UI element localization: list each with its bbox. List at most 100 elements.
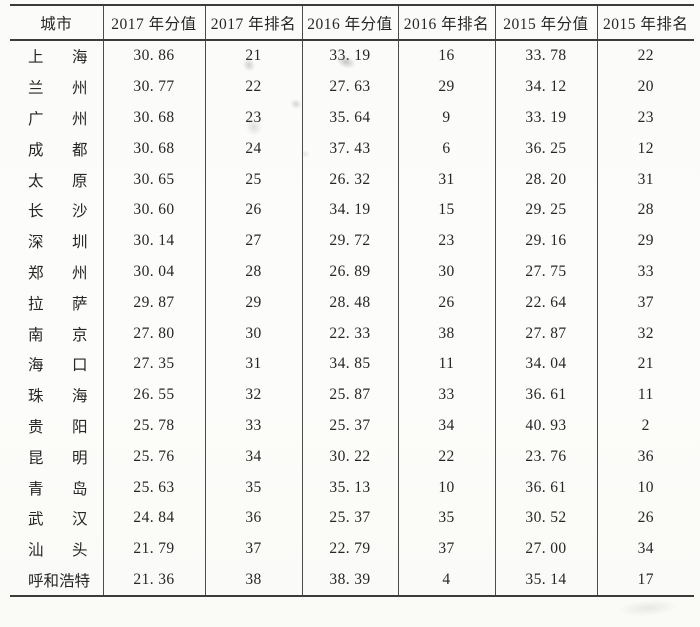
score-cell: 27. 87 <box>494 318 597 349</box>
rank-cell: 33 <box>596 256 694 288</box>
city-cell: 深圳 <box>28 234 88 252</box>
scan-artifact <box>617 597 679 619</box>
table-row: 南京 27. 80 30 22. 33 38 27. 87 32 <box>10 318 694 349</box>
table-row: 兰州 30. 77 22 27. 63 29 34. 12 20 <box>10 71 694 103</box>
score-cell: 21. 36 <box>102 564 205 597</box>
column-header-city: 城市 <box>10 5 103 41</box>
city-cell: 海口 <box>28 357 88 375</box>
score-cell: 22. 64 <box>494 287 597 319</box>
table-row: 广州 30. 68 23 35. 64 9 33. 19 23 <box>10 102 694 134</box>
table-row: 上海 30. 86 21 33. 19 16 33. 78 22 <box>10 40 694 72</box>
city-cell: 昆明 <box>28 449 88 467</box>
rank-cell: 37 <box>397 533 495 565</box>
score-cell: 33. 78 <box>494 40 597 72</box>
table-row: 太原 30. 65 25 26. 32 31 28. 20 31 <box>10 164 694 195</box>
table-row: 青岛 25. 63 35 35. 13 10 36. 61 10 <box>10 472 694 503</box>
rank-cell: 36 <box>204 502 302 534</box>
score-cell: 29. 16 <box>494 225 597 257</box>
city-score-ranking-table: 城市 2017 年分值 2017 年排名 2016 年分值 2016 年排名 2015 年… <box>10 4 694 598</box>
score-cell: 34. 12 <box>494 71 597 103</box>
rank-cell: 6 <box>397 133 495 165</box>
score-cell: 37. 43 <box>301 133 398 165</box>
score-cell: 34. 85 <box>301 348 398 380</box>
table-row: 海口 27. 35 31 34. 85 11 34. 04 21 <box>10 348 694 380</box>
rank-cell: 17 <box>596 564 694 597</box>
rank-cell: 35 <box>204 472 302 503</box>
rank-cell: 23 <box>596 102 694 134</box>
score-cell: 25. 37 <box>301 410 398 442</box>
rank-cell: 34 <box>596 533 694 565</box>
rank-cell: 30 <box>397 256 495 288</box>
table-row: 珠海 26. 55 32 25. 87 33 36. 61 11 <box>10 379 694 411</box>
city-cell: 南京 <box>28 326 88 344</box>
column-header: 2016 年分值 <box>301 5 398 41</box>
rank-cell: 26 <box>596 502 694 534</box>
rank-cell: 10 <box>596 472 694 503</box>
rank-cell: 23 <box>204 102 302 134</box>
score-cell: 30. 04 <box>102 256 205 288</box>
rank-cell: 4 <box>397 564 495 597</box>
score-cell: 26. 89 <box>301 256 398 288</box>
rank-cell: 21 <box>204 40 302 72</box>
table-row: 武汉 24. 84 36 25. 37 35 30. 52 26 <box>10 502 694 534</box>
table-row: 郑州 30. 04 28 26. 89 30 27. 75 33 <box>10 256 694 288</box>
rank-cell: 21 <box>596 348 694 380</box>
rank-cell: 27 <box>204 225 302 257</box>
rank-cell: 25 <box>204 164 302 195</box>
rank-cell: 2 <box>596 410 694 442</box>
score-cell: 33. 19 <box>301 40 398 72</box>
city-cell: 上海 <box>28 49 88 67</box>
score-cell: 28. 20 <box>494 164 597 195</box>
rank-cell: 22 <box>596 40 694 72</box>
score-cell: 23. 76 <box>494 441 597 473</box>
score-cell: 25. 78 <box>102 410 205 442</box>
rank-cell: 31 <box>204 348 302 380</box>
score-cell: 30. 60 <box>102 194 205 226</box>
score-cell: 30. 22 <box>301 441 398 473</box>
score-cell: 29. 72 <box>301 225 398 257</box>
rank-cell: 37 <box>596 287 694 319</box>
score-cell: 35. 14 <box>494 564 597 597</box>
score-cell: 36. 25 <box>494 133 597 165</box>
rank-cell: 28 <box>596 194 694 226</box>
score-cell: 26. 32 <box>301 164 398 195</box>
rank-cell: 28 <box>204 256 302 288</box>
rank-cell: 32 <box>204 379 302 411</box>
city-cell: 成都 <box>28 141 88 159</box>
score-cell: 27. 80 <box>102 318 205 349</box>
rank-cell: 24 <box>204 133 302 165</box>
rank-cell: 22 <box>397 441 495 473</box>
column-header: 2016 年排名 <box>397 5 495 41</box>
city-cell: 武汉 <box>28 511 88 529</box>
score-cell: 25. 87 <box>301 379 398 411</box>
score-cell: 34. 19 <box>301 194 398 226</box>
rank-cell: 22 <box>204 71 302 103</box>
rank-cell: 11 <box>397 348 495 380</box>
column-header: 2015 年分值 <box>494 5 597 41</box>
table-row: 呼和浩特 21. 36 38 38. 39 4 35. 14 17 <box>10 564 694 597</box>
score-cell: 30. 86 <box>102 40 205 72</box>
score-cell: 30. 68 <box>102 102 205 134</box>
city-cell: 郑州 <box>28 264 88 282</box>
rank-cell: 34 <box>204 441 302 473</box>
score-cell: 25. 37 <box>301 502 398 534</box>
score-cell: 25. 63 <box>102 472 205 503</box>
score-cell: 30. 65 <box>102 164 205 195</box>
city-cell: 广州 <box>28 110 88 128</box>
score-cell: 30. 52 <box>494 502 597 534</box>
score-cell: 26. 55 <box>102 379 205 411</box>
score-cell: 28. 48 <box>301 287 398 319</box>
table-row: 拉萨 29. 87 29 28. 48 26 22. 64 37 <box>10 287 694 319</box>
score-cell: 34. 04 <box>494 348 597 380</box>
city-cell: 贵阳 <box>28 418 88 436</box>
table-row: 成都 30. 68 24 37. 43 6 36. 25 12 <box>10 133 694 165</box>
rank-cell: 35 <box>397 502 495 534</box>
rank-cell: 29 <box>397 71 495 103</box>
rank-cell: 34 <box>397 410 495 442</box>
city-cell: 呼和浩特 <box>28 572 91 590</box>
rank-cell: 29 <box>204 287 302 319</box>
rank-cell: 38 <box>204 564 302 597</box>
table-row: 深圳 30. 14 27 29. 72 23 29. 16 29 <box>10 225 694 257</box>
rank-cell: 20 <box>596 71 694 103</box>
